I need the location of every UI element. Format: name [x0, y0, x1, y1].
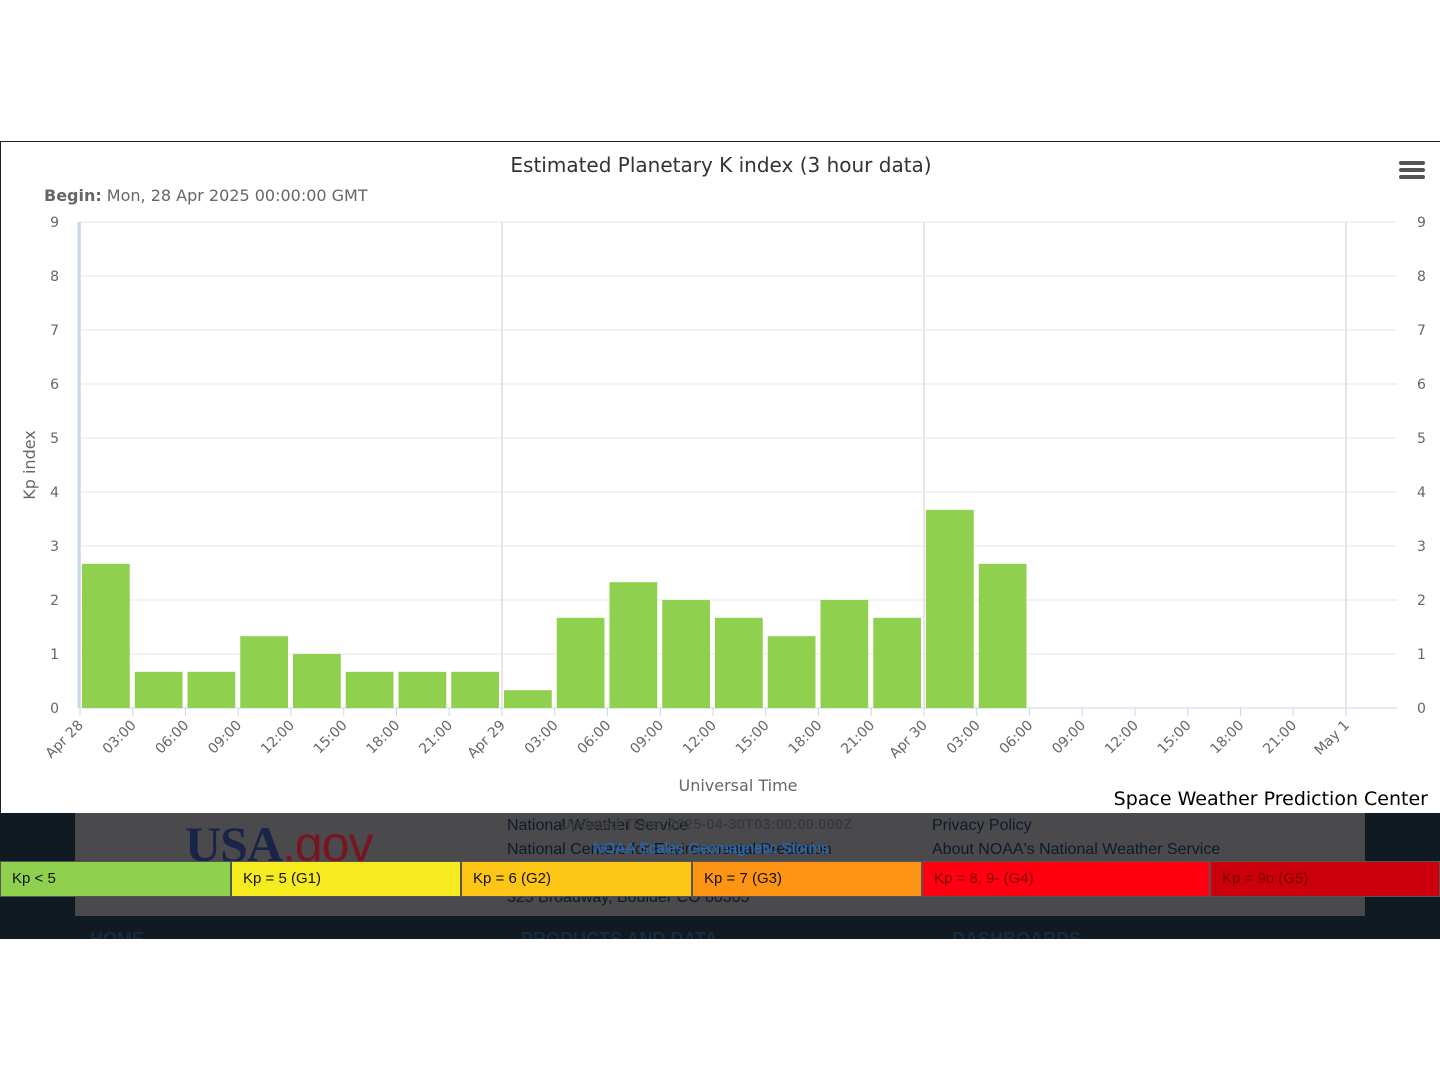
x-tick-label: 21:00 [416, 718, 456, 758]
x-tick-label: 09:00 [1049, 718, 1089, 758]
y-tick-label-left: 3 [50, 539, 59, 555]
kp-bar[interactable] [398, 671, 447, 708]
y-tick-label-left: 0 [50, 701, 59, 717]
y-tick-label-right: 1 [1417, 647, 1426, 663]
kp-bar[interactable] [556, 617, 605, 708]
legend-kp-g4: Kp = 8, 9- (G4) [922, 861, 1210, 897]
y-tick-label-left: 9 [50, 215, 59, 231]
x-tick-label: 15:00 [733, 718, 773, 758]
kp-bar[interactable] [134, 671, 183, 708]
kp-chart: 0 0 1 1 2 2 3 3 4 4 5 5 6 6 7 7 8 8 9 9 Apr 28 03:00 06:00 09:0… [20, 153, 1426, 795]
kp-bar[interactable] [240, 636, 288, 708]
kp-bar[interactable] [609, 582, 658, 708]
footer-link-privacy[interactable]: Privacy Policy [932, 817, 1032, 834]
x-tick-label: May 1 [1312, 718, 1353, 759]
chart-title: Estimated Planetary K index (3 hour data… [510, 153, 931, 177]
x-tick-label: 12:00 [1102, 718, 1142, 758]
kp-bar[interactable] [820, 600, 869, 708]
y-tick-label-right: 0 [1417, 701, 1426, 717]
kp-bar[interactable] [715, 617, 763, 708]
x-axis-title: Universal Time [678, 776, 797, 795]
x-tick-label: 09:00 [205, 718, 245, 758]
x-tick-label: 21:00 [1260, 718, 1300, 758]
footer-nav-dashboards[interactable]: DASHBOARDS [952, 929, 1082, 939]
x-tick-label: 21:00 [838, 718, 878, 758]
chart-panel: 0 0 1 1 2 2 3 3 4 4 5 5 6 6 7 7 8 8 9 9 Apr 28 03:00 06:00 09:0… [0, 141, 1440, 813]
y-tick-label-right: 8 [1417, 269, 1426, 285]
noaa-scales-link[interactable]: NOAA Scales Geomagnetic Storms [593, 840, 829, 857]
chart-subtitle: Begin: Mon, 28 Apr 2025 00:00:00 GMT [44, 186, 368, 205]
kp-bar[interactable] [345, 671, 394, 708]
x-tick-label: 12:00 [258, 718, 298, 758]
footer-link-nws[interactable]: National Weather Service [507, 817, 689, 834]
hamburger-menu-icon[interactable] [1399, 161, 1425, 183]
legend-kp-g5: Kp = 9o (G5) [1210, 861, 1440, 897]
legend-kp-g2: Kp = 6 (G2) [461, 861, 692, 897]
kp-bar[interactable] [873, 617, 921, 708]
y-tick-label-right: 7 [1417, 323, 1426, 339]
kp-bar[interactable] [926, 509, 974, 708]
kp-bar[interactable] [504, 690, 552, 708]
y-tick-label-left: 5 [50, 431, 59, 447]
footer-link-ncep[interactable]: National Centers for Environmental Predi… [507, 841, 832, 858]
kp-bar[interactable] [293, 654, 341, 708]
y-axis-title: Kp index [20, 430, 39, 500]
chart-credit: Space Weather Prediction Center [1113, 788, 1428, 810]
legend-kp-g1: Kp = 5 (G1) [231, 861, 461, 897]
footer-nav-home[interactable]: HOME [90, 929, 144, 939]
y-tick-label-right: 6 [1417, 377, 1426, 393]
legend-kp-lt5: Kp < 5 [0, 861, 231, 897]
x-tick-label: 03:00 [100, 718, 140, 758]
subtitle-label: Begin: [44, 186, 102, 205]
subtitle-value: Mon, 28 Apr 2025 00:00:00 GMT [107, 186, 368, 205]
y-tick-label-right: 5 [1417, 431, 1426, 447]
kp-bar[interactable] [767, 636, 816, 708]
x-tick-label: 18:00 [1207, 718, 1247, 758]
y-tick-label-right: 4 [1417, 485, 1426, 501]
x-tick-label: Apr 29 [465, 718, 509, 762]
bars [82, 509, 1027, 708]
y-tick-label-left: 8 [50, 269, 59, 285]
x-tick-label: 15:00 [1155, 718, 1195, 758]
x-tick-label: Apr 28 [43, 718, 87, 762]
x-tick-label: 03:00 [944, 718, 984, 758]
x-tick-label: 09:00 [627, 718, 667, 758]
x-tick-label: 18:00 [363, 718, 403, 758]
footer-link-about[interactable]: About NOAA's National Weather Service [932, 841, 1221, 858]
y-tick-label-left: 1 [50, 647, 59, 663]
legend-kp-g3: Kp = 7 (G3) [692, 861, 922, 897]
y-tick-label-left: 4 [50, 485, 59, 501]
x-tick-label: 03:00 [522, 718, 562, 758]
x-tick-label: 15:00 [311, 718, 351, 758]
y-tick-label-left: 7 [50, 323, 59, 339]
kp-bar[interactable] [187, 671, 236, 708]
x-tick-label: 06:00 [574, 718, 614, 758]
x-tick-label: 18:00 [785, 718, 825, 758]
kp-bar[interactable] [662, 600, 710, 708]
kp-bar[interactable] [451, 671, 499, 708]
y-tick-label-right: 2 [1417, 593, 1426, 609]
x-tick-label: Apr 30 [887, 718, 931, 762]
kp-bar[interactable] [978, 563, 1027, 708]
footer-nav-products[interactable]: PRODUCTS AND DATA [521, 929, 718, 939]
kp-legend: Kp < 5 Kp = 5 (G1) Kp = 6 (G2) Kp = 7 (G… [0, 861, 1440, 897]
x-tick-label: 12:00 [680, 718, 720, 758]
y-tick-label-right: 3 [1417, 539, 1426, 555]
x-tick-label: 06:00 [996, 718, 1036, 758]
y-tick-label-left: 6 [50, 377, 59, 393]
y-tick-label-left: 2 [50, 593, 59, 609]
x-tick-label: 06:00 [152, 718, 192, 758]
kp-bar[interactable] [82, 563, 130, 708]
updated-time: Updated Time: 2025-04-30T03:00:00.000Z [560, 816, 853, 833]
y-tick-label-right: 9 [1417, 215, 1426, 231]
